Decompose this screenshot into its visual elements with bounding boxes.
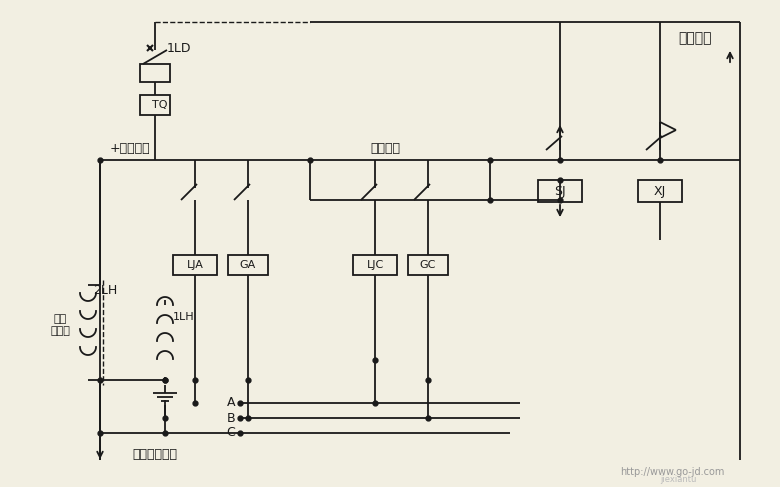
Bar	[538, 180, 582, 202]
Text: XJ: XJ	[654, 185, 666, 198]
Text: C: C	[226, 427, 235, 439]
Text: 直流回路: 直流回路	[370, 142, 400, 154]
Text: 2LH: 2LH	[93, 283, 117, 297]
Text: 1LH: 1LH	[173, 312, 195, 322]
Text: GC: GC	[420, 260, 436, 270]
Text: LJA: LJA	[186, 260, 204, 270]
Text: SJ: SJ	[554, 185, 566, 198]
Bar	[353, 255, 397, 275]
Text: jiexiantu: jiexiantu	[660, 475, 697, 485]
Text: TQ: TQ	[152, 100, 168, 110]
Text: 1LD: 1LD	[167, 41, 192, 55]
Bar	[638, 180, 682, 202]
Bar	[140, 64, 170, 82]
Text: 电流
互感器: 电流 互感器	[50, 314, 70, 336]
Text: +控制电源: +控制电源	[110, 142, 151, 154]
Text: 至信号灯: 至信号灯	[679, 31, 711, 45]
Text: 交流电流回路: 交流电流回路	[133, 449, 178, 462]
Bar	[408, 255, 448, 275]
Bar	[140, 95, 170, 115]
Bar	[228, 255, 268, 275]
Text: GA: GA	[240, 260, 256, 270]
Bar	[173, 255, 217, 275]
Text: http://www.go-jd.com: http://www.go-jd.com	[620, 467, 725, 477]
Text: A: A	[226, 396, 235, 410]
Text: LJC: LJC	[367, 260, 384, 270]
Text: B: B	[226, 412, 235, 425]
